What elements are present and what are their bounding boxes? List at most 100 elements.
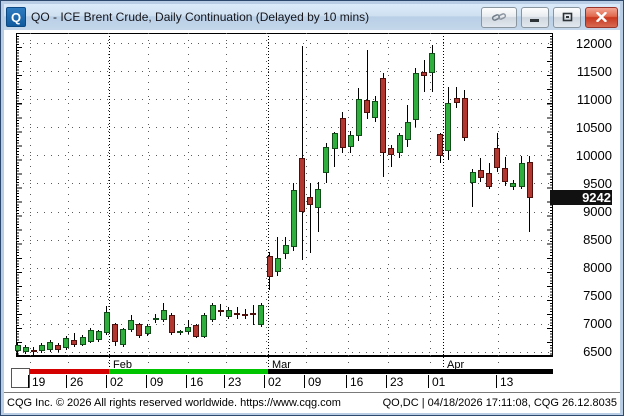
- candle-body: [274, 258, 281, 272]
- price-gridline: [16, 155, 553, 157]
- price-axis-label: 11000: [576, 91, 612, 107]
- date-label: 02: [268, 375, 282, 389]
- week-gridline: [108, 33, 109, 368]
- candle-body: [201, 314, 208, 337]
- candle-body: [112, 324, 119, 342]
- candle-body: [144, 326, 151, 335]
- candle-body: [30, 349, 37, 352]
- week-gridline: [306, 33, 307, 368]
- price-axis-label: 7500: [583, 288, 612, 304]
- price-gridline: [16, 43, 553, 44]
- date-tick: [304, 375, 305, 388]
- candle-wick: [309, 182, 311, 254]
- candle-body: [461, 98, 468, 139]
- candle-body: [290, 189, 297, 247]
- month-label: Mar: [272, 359, 291, 371]
- candle-body: [445, 103, 452, 152]
- trend-strip-segment: [268, 369, 553, 374]
- candle-body: [404, 122, 411, 141]
- candle-body: [128, 319, 135, 330]
- candle-body: [79, 336, 86, 345]
- month-label: Apr: [447, 359, 465, 371]
- candle-body: [494, 148, 501, 169]
- candle-body: [47, 341, 54, 351]
- candle-body: [160, 309, 167, 320]
- date-label: 16: [350, 375, 364, 389]
- candle-body: [315, 188, 322, 209]
- candle-body: [299, 158, 306, 212]
- date-label: 09: [150, 375, 164, 389]
- week-gridline: [430, 33, 431, 368]
- price-gridline: [16, 239, 553, 241]
- candle-body: [486, 173, 493, 187]
- candle-body: [258, 304, 265, 325]
- week-gridline: [188, 33, 189, 368]
- candle-wick: [301, 46, 303, 260]
- candle-body: [518, 163, 525, 187]
- price-axis-label: 7000: [583, 316, 612, 332]
- candle-body: [266, 255, 273, 277]
- window-title: QO - ICE Brent Crude, Daily Continuation…: [31, 10, 370, 24]
- candle-body: [347, 135, 354, 147]
- candle-body: [323, 146, 330, 174]
- week-gridline: [30, 33, 31, 368]
- candle-body: [429, 53, 436, 74]
- candle-body: [453, 97, 460, 104]
- candle-body: [477, 169, 484, 179]
- candle-body: [234, 313, 240, 316]
- price-axis-label: 11500: [576, 63, 612, 79]
- date-label: 23: [228, 375, 242, 389]
- candle-body: [71, 339, 78, 345]
- candle-wick: [33, 347, 35, 357]
- price-gridline: [16, 127, 553, 129]
- price-gridline: [16, 71, 553, 73]
- link-icon[interactable]: [481, 6, 517, 28]
- candle-body: [63, 338, 70, 349]
- price-axis-label: 10000: [575, 147, 612, 163]
- minimize-button[interactable]: [521, 6, 549, 28]
- date-tick: [66, 375, 67, 388]
- candle-body: [355, 99, 362, 137]
- price-axis-label: 6500: [583, 344, 612, 360]
- title-bar[interactable]: Q QO - ICE Brent Crude, Daily Continuati…: [4, 4, 620, 30]
- restore-button[interactable]: [553, 6, 581, 28]
- price-axis-label: 12000: [575, 35, 612, 51]
- titlebar-buttons: [481, 6, 618, 28]
- candle-body: [510, 182, 517, 188]
- date-tick: [264, 375, 265, 388]
- date-label: 16: [190, 375, 204, 389]
- candle-body: [120, 329, 127, 346]
- candle-wick: [423, 59, 425, 92]
- date-tick: [186, 375, 187, 388]
- price-axis-label: 8500: [583, 232, 612, 248]
- candle-wick: [244, 309, 246, 320]
- candle-body: [177, 331, 184, 334]
- price-gridline: [16, 267, 553, 269]
- cqg-app-icon: Q: [6, 7, 26, 27]
- date-tick: [428, 375, 429, 388]
- candle-body: [421, 72, 427, 76]
- candle-body: [38, 344, 45, 351]
- date-label: 01: [432, 375, 446, 389]
- month-separator-line: [443, 33, 444, 368]
- candle-body: [364, 100, 371, 113]
- price-axis-label: 10500: [575, 119, 612, 135]
- date-label: 02: [110, 375, 124, 389]
- date-label: 09: [308, 375, 322, 389]
- status-bar: CQG Inc. © 2026 All rights reserved worl…: [4, 392, 620, 413]
- price-axis-label: 9000: [583, 204, 612, 220]
- candle-body: [95, 331, 102, 340]
- candle-body: [437, 134, 444, 156]
- candle-wick: [472, 169, 474, 207]
- month-label: Feb: [113, 359, 132, 371]
- price-gridline: [16, 183, 553, 185]
- date-label: 23: [390, 375, 404, 389]
- candle-wick: [220, 304, 222, 317]
- candle-body: [242, 314, 249, 317]
- close-button[interactable]: [585, 6, 618, 28]
- week-gridline: [498, 33, 499, 368]
- candle-body: [209, 304, 216, 320]
- candle-body: [372, 101, 379, 118]
- candle-body: [87, 329, 94, 342]
